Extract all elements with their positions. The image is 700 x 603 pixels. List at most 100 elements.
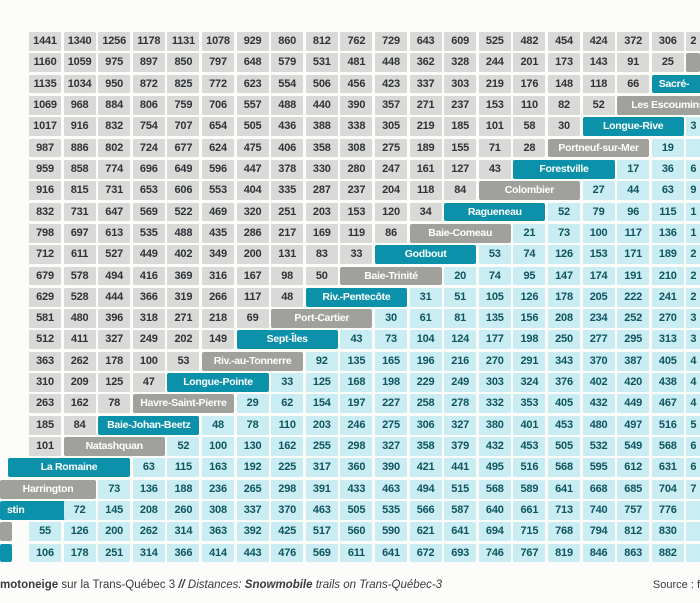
distance-cell-right: 327 [444,415,477,435]
distance-cell-left: 444 [98,287,131,307]
town-name-cell: Ragueneau [444,202,546,222]
distance-cell-left: 528 [63,287,96,307]
distance-cell-partial: 5 [686,415,700,435]
distance-cell-left: 436 [271,117,304,137]
distance-cell-right: 81 [444,309,477,328]
distance-cell-right: 587 [444,501,477,520]
distance-cell-right: 125 [305,373,338,392]
distance-cell-right: 621 [409,522,442,542]
distance-cell-left: 203 [305,202,338,222]
distance-cell-right: 819 [548,543,580,563]
town-name-cell: Sacré- [651,74,700,94]
distance-cell-left: 316 [202,266,234,286]
distance-cell-left: 482 [513,32,546,51]
distance-cell-right: 343 [548,351,580,371]
distance-cell-right: 324 [513,373,546,392]
distance-cell-left: 1017 [29,117,61,137]
distance-cell-right: 746 [478,543,511,563]
distance-cell-right: 569 [305,543,338,563]
distance-cell-left: 579 [271,53,304,73]
distance-cell-left: 337 [409,74,442,94]
caption-segment: trails on Trans-Québec-3 [312,579,443,591]
town-name-cell [0,522,12,542]
distance-cell-left: 125 [98,373,131,392]
distance-cell-right: 704 [651,479,684,499]
distance-cell-left: 34 [409,202,442,222]
distance-cell-right: 438 [651,373,684,392]
distance-cell-left: 110 [513,95,546,115]
caption-segment: // [178,579,188,591]
distance-cell-right: 640 [478,501,511,520]
distance-cell-left: 84 [63,415,96,435]
table-row: 987 886 802 724 677 624 475 406 358 308 275 189 155 7… [0,138,700,158]
distance-cell-left: 263 [29,394,61,414]
distance-cell-right: 208 [132,501,165,520]
distance-cell-right: 566 [409,501,442,520]
distance-cell-right: 126 [548,245,580,264]
distance-cell-right: 405 [651,351,684,371]
distance-cell-right: 196 [409,351,442,371]
distance-cell-right: 251 [98,543,131,563]
town-name-cell: Riv.-Pentecôte [305,287,407,307]
distance-cell-left: 488 [167,223,200,243]
distance-cell-right: 433 [340,479,373,499]
distance-cell-partial [686,543,700,563]
distance-cell-right: 794 [582,522,615,542]
distance-cell-partial: 6 [686,437,700,456]
distance-cell-left: 33 [340,245,373,264]
distance-cell-left: 797 [202,53,234,73]
distance-cell-left: 860 [271,32,304,51]
distance-cell-right: 295 [617,330,650,350]
distance-cell-right: 694 [478,522,511,542]
distance-cell-left: 613 [98,223,131,243]
distance-cell-right: 43 [340,330,373,350]
distance-cell-left: 53 [167,351,200,371]
distance-cell-right: 327 [375,437,407,456]
town-name-cell: Natashquan [63,437,165,456]
distance-cell-left: 286 [236,223,269,243]
distance-cell-left: 697 [63,223,96,243]
distance-cell-left: 1441 [29,32,61,51]
distance-cell-right: 135 [340,351,373,371]
distance-cell-right: 830 [651,522,684,542]
distance-cell-right: 136 [132,479,165,499]
distance-cell-right: 62 [271,394,304,414]
distance-cell-right: 313 [651,330,684,350]
distance-cell-right: 227 [375,394,407,414]
distance-cell-left: 388 [305,117,338,137]
distance-cell-right: 96 [617,202,650,222]
town-name-cell: Harrington [0,479,96,499]
distance-cell-left: 1256 [98,32,131,51]
distance-cell-left: 162 [63,394,96,414]
distance-cell-left: 731 [98,181,131,201]
distance-cell-right: 104 [409,330,442,350]
distance-cell-left: 629 [29,287,61,307]
distance-cell-left: 320 [236,202,269,222]
distance-cell-right: 443 [236,543,269,563]
distance-cell-left: 100 [132,351,165,371]
distance-cell-left: 83 [305,245,338,264]
distance-cell-left: 237 [444,95,477,115]
distance-cell-left: 71 [478,138,511,158]
distance-cell-left: 480 [63,309,96,328]
distance-cell-right: 270 [478,351,511,371]
distance-cell-left: 706 [202,95,234,115]
distance-cell-left: 305 [375,117,407,137]
distance-cell-partial: 4 [686,351,700,371]
distance-cell-left: 338 [340,117,373,137]
distance-cell-left: 43 [478,159,511,179]
distance-cell-left: 774 [98,159,131,179]
distance-cell-right: 156 [513,309,546,328]
distance-cell-left: 679 [29,266,61,286]
distance-cell-right: 106 [29,543,61,563]
distance-cell-left: 1178 [132,32,165,51]
distance-cell-left: 271 [167,309,200,328]
distance-cell-left: 118 [409,181,442,201]
source-label: Source : f [652,579,700,591]
distance-cell-right: 216 [444,351,477,371]
distance-cell-left: 802 [98,138,131,158]
distance-cell-right: 249 [444,373,477,392]
distance-cell-right: 260 [167,501,200,520]
distance-cell-left: 654 [202,117,234,137]
distance-cell-right: 668 [582,479,615,499]
